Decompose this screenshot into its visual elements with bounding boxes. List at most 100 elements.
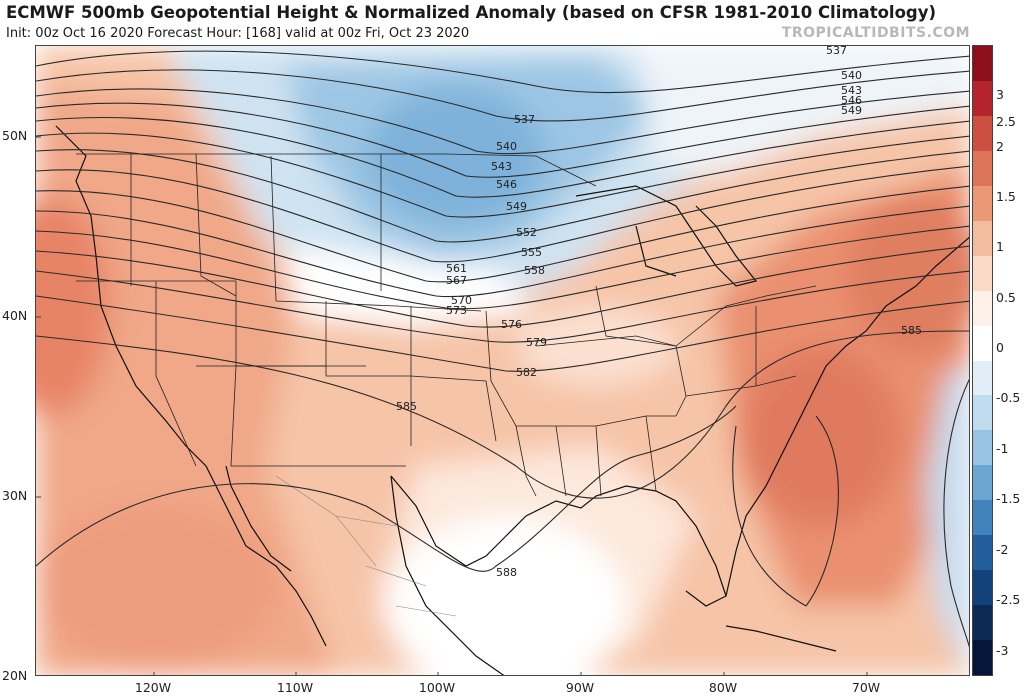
contour-label: 549 (506, 200, 527, 213)
contour-label: 549 (841, 104, 862, 117)
contour-line (36, 50, 969, 94)
contour-line (36, 102, 969, 178)
contour-label: 582 (516, 366, 537, 379)
colorbar-tick-label: -3 (996, 643, 1009, 658)
contour-label: 579 (526, 336, 547, 349)
grid-ticks (36, 136, 868, 675)
colorbar-tick-label: 0 (996, 340, 1004, 355)
colorbar-segment (973, 640, 992, 676)
contour-line (36, 132, 969, 218)
colorbar-segment (973, 80, 992, 117)
contour-label: 540 (496, 140, 517, 153)
colorbar-tick-label: 3 (996, 87, 1004, 102)
contour-label: 552 (516, 226, 537, 239)
contour-label: 540 (841, 69, 862, 82)
latitude-label: 40N (2, 308, 28, 323)
latitude-label: 50N (2, 128, 28, 143)
colorbar-segment (973, 535, 992, 571)
anomaly-neutral-plains (286, 246, 536, 326)
contour-line (36, 69, 969, 122)
map-canvas: 5375405435465495375405435465495525555585… (36, 46, 969, 675)
colorbar-segment (973, 360, 992, 396)
longitude-label: 100W (418, 680, 456, 695)
longitude-label: 110W (276, 680, 314, 695)
colorbar-segment (973, 150, 992, 187)
colorbar-tick-label: -2.5 (996, 592, 1021, 607)
contour-label: 543 (841, 84, 862, 97)
anomaly-warm-baja (36, 506, 276, 666)
contour-label: 561 (446, 262, 467, 275)
state-borders (76, 153, 817, 497)
anomaly-shading (36, 46, 969, 675)
colorbar-tick-label: -2 (996, 542, 1009, 557)
contour-line (36, 405, 737, 572)
brand-watermark: TROPICALTIDBITS.COM (781, 25, 970, 41)
height-contours (36, 50, 969, 648)
mexico-borders (275, 475, 457, 617)
contour-label: 546 (496, 178, 517, 191)
contour-label: 585 (901, 324, 922, 337)
colorbar-segment (973, 605, 992, 641)
longitude-label: 80W (708, 680, 738, 695)
colorbar-segment (973, 255, 992, 292)
colorbar-segment (973, 325, 992, 361)
contour-line (36, 270, 969, 343)
colorbar-segment (973, 115, 992, 152)
contour-line (36, 245, 969, 328)
contour-line (36, 295, 969, 372)
anomaly-warm-pacific (36, 196, 111, 416)
contour-line (732, 425, 807, 607)
contour-label: 537 (826, 46, 847, 57)
great-lakes (575, 185, 758, 287)
contour-line (943, 379, 969, 648)
colorbar-tick-label: -0.5 (996, 390, 1021, 405)
contour-line (36, 165, 969, 263)
anomaly-neutral-midwest (516, 306, 676, 386)
colorbar-tick-label: 2 (996, 139, 1004, 154)
contour-label: 555 (521, 246, 542, 259)
map-title: ECMWF 500mb Geopotential Height & Normal… (6, 3, 937, 22)
colorbar-segment (973, 395, 992, 431)
colorbar-segment (973, 465, 992, 501)
contour-line (805, 415, 839, 607)
map-subtitle: Init: 00z Oct 16 2020 Forecast Hour: [16… (6, 26, 470, 41)
colorbar-segment (973, 290, 992, 327)
longitude-label: 90W (565, 680, 595, 695)
anomaly-cold-atlantic (926, 366, 969, 673)
contour-label: 576 (501, 318, 522, 331)
colorbar-segment (973, 46, 992, 82)
colorbar (972, 45, 993, 676)
contour-label: 558 (524, 264, 545, 277)
latitude-label: 20N (2, 668, 28, 683)
colorbar-tick-label: 1.5 (996, 189, 1016, 204)
colorbar-tick-label: -1 (996, 441, 1009, 456)
east-coast (725, 236, 969, 597)
contour-label: 573 (446, 304, 467, 317)
contour-line (36, 149, 969, 243)
baja-coast (225, 465, 292, 572)
contour-line (36, 330, 969, 499)
colorbar-segment (973, 220, 992, 257)
colorbar-tick-label: 1 (996, 239, 1004, 254)
contour-label: 585 (396, 400, 417, 413)
contour-label: 588 (496, 566, 517, 579)
contour-line (36, 185, 969, 283)
us-canada-border (76, 153, 597, 187)
contour-line (36, 88, 969, 155)
gulf-coast (390, 475, 727, 607)
colorbar-segment (973, 430, 992, 466)
anomaly-warm-ne (846, 196, 969, 356)
contour-labels: 5375405435465495375405435465495525555585… (396, 46, 922, 579)
colorbar-tick-label: 2.5 (996, 114, 1016, 129)
mexico-east-coast (390, 475, 505, 675)
west-coast (55, 125, 327, 647)
anomaly-warm-core (741, 346, 901, 526)
contour-label: 546 (841, 94, 862, 107)
colorbar-tick-label: -1.5 (996, 491, 1021, 506)
colorbar-tick-label: 0.5 (996, 290, 1016, 305)
colorbar-segment (973, 570, 992, 606)
map-panel[interactable]: 537 540 543 546 549 537 540 543 546 549 552 555 558 5… (35, 45, 970, 676)
anomaly-cold-center (366, 86, 546, 226)
contour-line (36, 116, 969, 198)
contour-label: 543 (491, 160, 512, 173)
